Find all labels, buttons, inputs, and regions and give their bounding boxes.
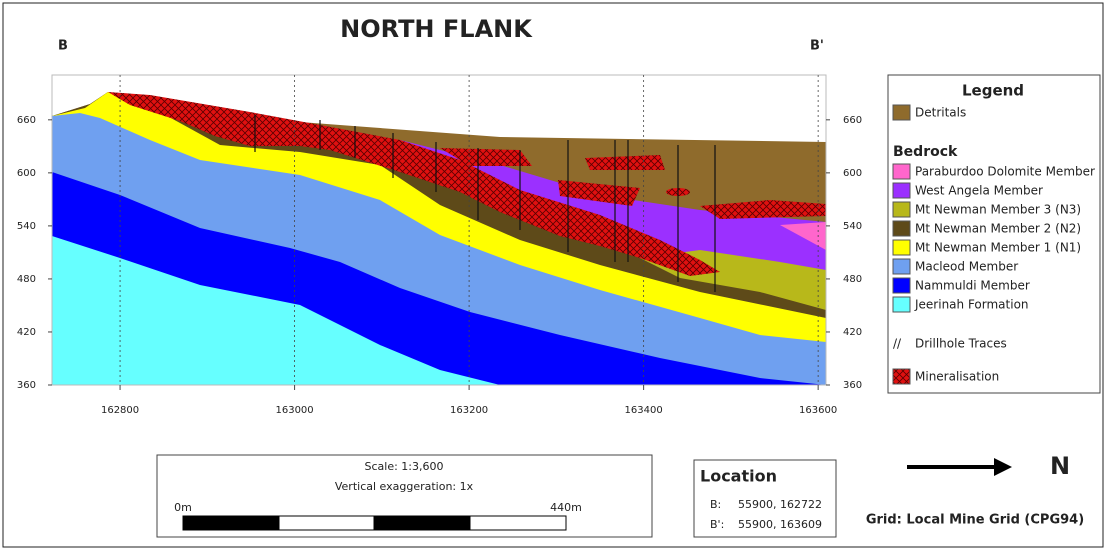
y-tick-label: 600 bbox=[17, 168, 36, 179]
section-start: B bbox=[58, 39, 68, 54]
y-tick-label: 480 bbox=[843, 274, 862, 285]
y-tick-label: 420 bbox=[843, 327, 862, 338]
location-key: B: bbox=[710, 498, 721, 511]
legend-label: Drillhole Traces bbox=[915, 337, 1007, 351]
swatch bbox=[892, 239, 911, 256]
grid-note: Grid: Local Mine Grid (CPG94) bbox=[866, 513, 1084, 528]
y-tick-label: 480 bbox=[17, 274, 36, 285]
legend-label: Nammuldi Member bbox=[915, 279, 1030, 293]
swatch bbox=[892, 163, 911, 180]
mineralisation bbox=[108, 92, 826, 276]
legend-label: Detritals bbox=[915, 106, 966, 120]
location-key: B': bbox=[710, 518, 724, 531]
x-tick-label: 163600 bbox=[799, 405, 837, 416]
north-arrowhead bbox=[994, 458, 1012, 476]
x-tick-label: 162800 bbox=[101, 405, 139, 416]
cross-section bbox=[51, 74, 827, 386]
scale-segment bbox=[373, 515, 471, 531]
legend-box bbox=[887, 74, 1101, 394]
swatch bbox=[892, 368, 911, 385]
legend-symbol: // bbox=[893, 337, 902, 351]
y-tick-label: 600 bbox=[843, 168, 862, 179]
y-tick-label: 360 bbox=[17, 380, 36, 391]
location-box: Location B: 55900, 162722 B': 55900, 163… bbox=[693, 459, 837, 538]
scale-start: 0m bbox=[174, 501, 192, 514]
legend-label: Mineralisation bbox=[915, 370, 999, 384]
scale-ratio: Scale: 1:3,600 bbox=[365, 460, 444, 473]
y-tick-label: 540 bbox=[843, 221, 862, 232]
legend-label: Mt Newman Member 2 (N2) bbox=[915, 222, 1081, 236]
swatch bbox=[892, 104, 911, 121]
location-title: Location bbox=[700, 467, 777, 486]
legend-title: Legend bbox=[962, 82, 1024, 100]
y-tick-label: 360 bbox=[843, 380, 862, 391]
x-tick-label: 163000 bbox=[275, 405, 313, 416]
swatch bbox=[892, 296, 911, 313]
y-tick-label: 660 bbox=[17, 115, 36, 126]
legend-label: Mt Newman Member 1 (N1) bbox=[915, 241, 1081, 255]
title: NORTH FLANK bbox=[340, 15, 533, 43]
legend: Legend Detritals Bedrock Paraburdoo Dolo… bbox=[887, 74, 1101, 394]
legend-label: Paraburdoo Dolomite Member bbox=[915, 165, 1095, 179]
scale-end: 440m bbox=[550, 501, 582, 514]
legend-label: West Angela Member bbox=[915, 184, 1043, 198]
paraburdoo bbox=[780, 222, 826, 250]
swatch bbox=[892, 182, 911, 199]
x-tick-label: 163200 bbox=[450, 405, 488, 416]
location-value: 55900, 162722 bbox=[738, 498, 822, 511]
swatch bbox=[892, 201, 911, 218]
y-tick-label: 540 bbox=[17, 221, 36, 232]
scale-segment bbox=[278, 515, 375, 531]
y-tick-label: 420 bbox=[17, 327, 36, 338]
scale-box: Scale: 1:3,600 Vertical exaggeration: 1x… bbox=[156, 454, 653, 538]
swatch bbox=[892, 220, 911, 237]
north-label: N bbox=[1050, 452, 1070, 480]
scale-exaggeration: Vertical exaggeration: 1x bbox=[335, 480, 474, 493]
scale-segment bbox=[182, 515, 280, 531]
legend-heading: Bedrock bbox=[893, 144, 958, 160]
location-value: 55900, 163609 bbox=[738, 518, 822, 531]
legend-label: Mt Newman Member 3 (N3) bbox=[915, 203, 1081, 217]
swatch bbox=[892, 277, 911, 294]
section-end: B' bbox=[810, 39, 824, 54]
jeerinah bbox=[52, 236, 500, 385]
plot-frame bbox=[51, 74, 827, 386]
x-tick-label: 163400 bbox=[625, 405, 663, 416]
legend-label: Macleod Member bbox=[915, 260, 1018, 274]
location-frame bbox=[693, 459, 837, 538]
y-tick-label: 660 bbox=[843, 115, 862, 126]
scale-segment bbox=[469, 515, 567, 531]
swatch bbox=[892, 258, 911, 275]
drillholes bbox=[254, 115, 716, 292]
legend-label: Jeerinah Formation bbox=[914, 298, 1029, 312]
